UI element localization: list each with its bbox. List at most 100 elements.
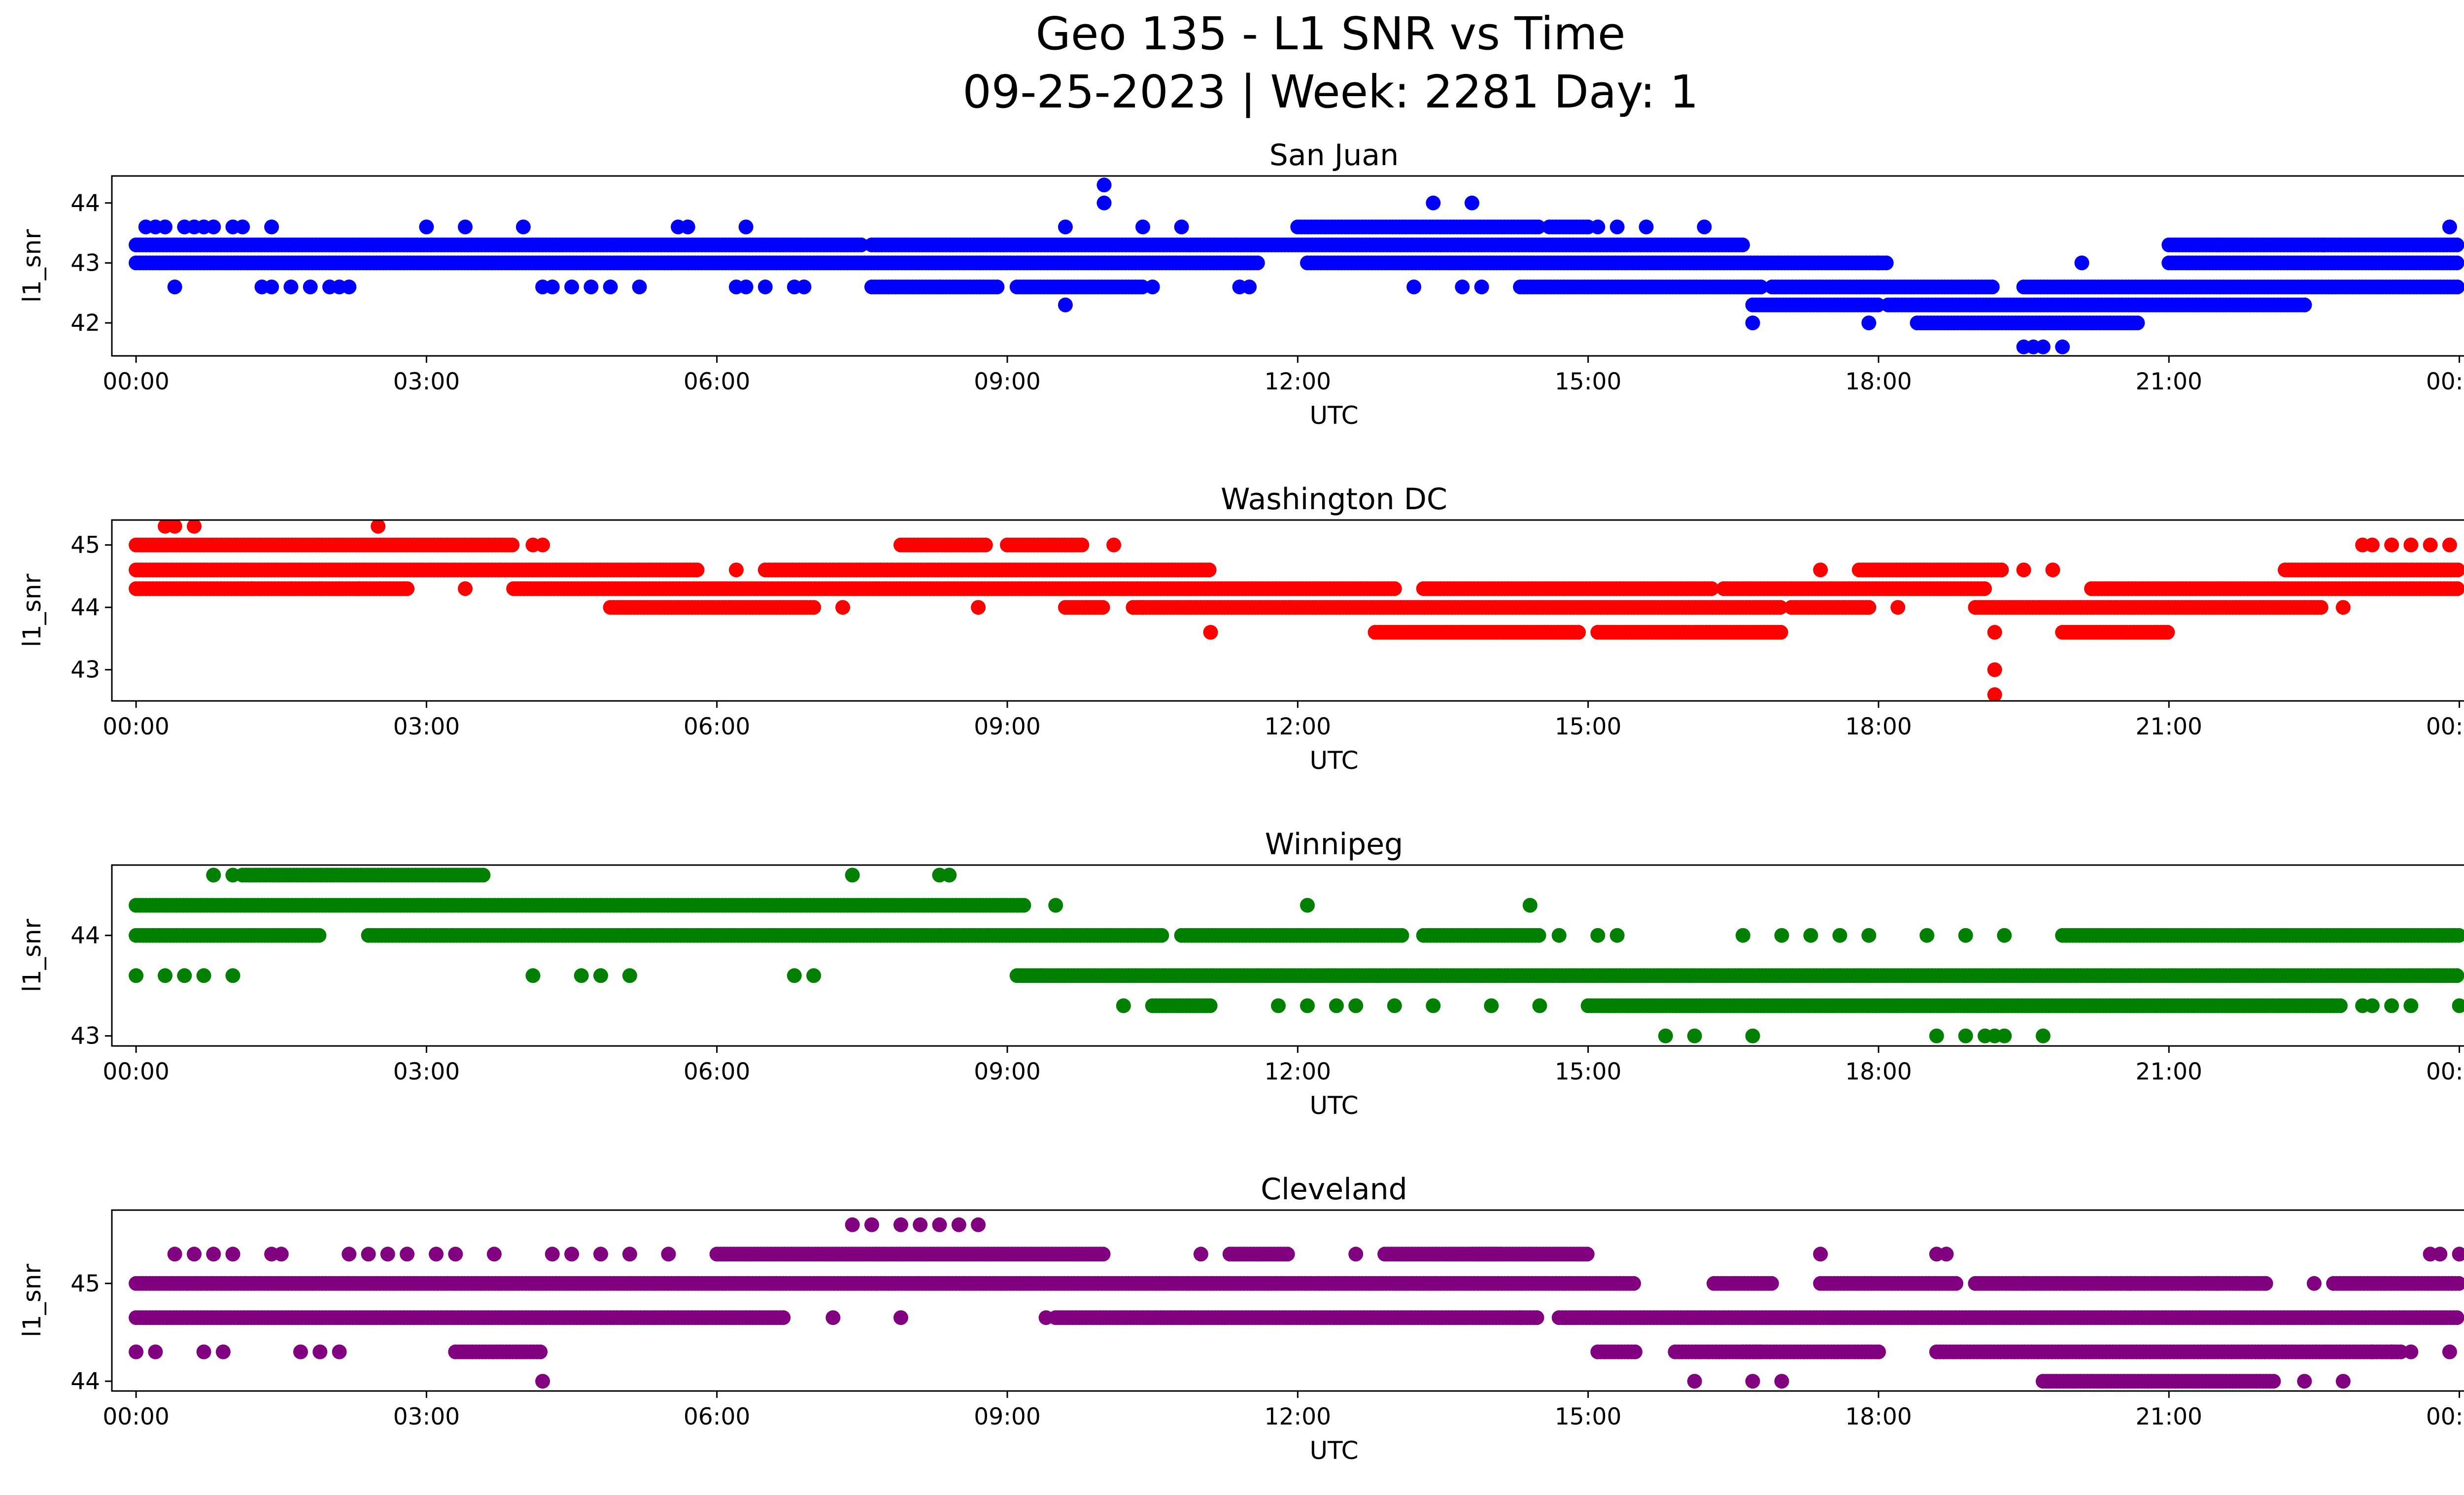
data-point [1058,297,1073,313]
data-point [583,279,599,295]
x-tick-label: 18:00 [1845,713,1912,740]
data-point [2130,315,2145,331]
data-point [1697,219,1712,235]
data-point [2449,237,2464,252]
y-tick-label: 45 [70,532,100,559]
x-tick-label: 09:00 [974,368,1040,395]
data-point [283,581,299,596]
data-point [2423,537,2438,553]
data-point [1203,625,1218,640]
data-point [2297,297,2312,313]
x-axis-label: UTC [1309,401,1358,430]
data-point [2316,237,2331,252]
data-point [1135,279,1150,295]
data-point [978,537,993,553]
data-point [351,581,366,596]
scatter-points [129,177,2464,354]
x-axis-label: UTC [1309,746,1358,775]
data-point [1135,600,1150,615]
data-point [632,279,647,295]
x-tick-label: 21:00 [2136,368,2202,395]
data-point [505,537,520,553]
data-point [1074,537,1090,553]
data-point [1871,255,1886,271]
y-axis-label: l1_snr [18,229,46,303]
data-point [1745,315,1760,331]
y-tick-label: 43 [70,657,100,684]
x-tick-label: 15:00 [1555,713,1621,740]
data-point [1773,625,1788,640]
x-tick-label: 18:00 [1845,368,1912,395]
data-point [167,520,182,534]
data-point [1202,998,1218,1013]
data-point [1861,315,1877,331]
data-point [1987,687,2002,701]
data-point [1095,600,1110,615]
data-point [311,928,327,943]
data-point [2074,255,2089,271]
data-point [515,219,531,235]
x-tick-label: 00:00 [103,368,169,395]
data-point [332,581,347,596]
data-point [1135,219,1150,235]
data-point [283,279,299,295]
data-point [757,279,773,295]
data-point [2450,279,2464,295]
data-point [971,600,986,615]
data-point [303,279,318,295]
data-point [187,520,202,534]
data-point [1985,279,2000,295]
data-point [1096,195,1112,210]
data-point [1474,279,1489,295]
data-point [458,581,473,596]
data-point [2403,537,2419,553]
data-point [603,279,618,295]
data-point [312,581,328,596]
y-tick-label: 44 [70,190,100,217]
data-point [1531,219,1546,235]
y-tick-label: 44 [70,594,100,621]
data-point [1609,219,1625,235]
data-point [2449,968,2464,983]
data-point [1861,600,1877,615]
data-point [2335,600,2351,615]
x-tick-label: 00:00 [2426,713,2464,740]
data-point [738,219,753,235]
x-tick-label: 12:00 [1265,368,1331,395]
data-point [1704,581,1719,596]
data-point [1242,279,1257,295]
data-point [1016,898,1031,913]
data-point [1735,237,1750,252]
data-point [2016,562,2031,578]
data-point [1145,279,1160,295]
data-point [1426,195,1441,210]
figure-title-line1: Geo 135 - L1 SNR vs Time [1036,7,1626,60]
axes-frame [111,519,2464,702]
data-point [1571,625,1586,640]
data-point [835,600,851,615]
data-point [729,562,744,578]
data-point [2035,339,2051,354]
y-tick-label: 43 [70,249,100,277]
data-point [1096,177,1112,193]
data-point [1773,600,1788,615]
data-point [342,279,357,295]
data-point [1639,219,1654,235]
data-point [854,237,869,252]
data-point [2442,219,2457,235]
data-point [206,219,221,235]
data-point [932,279,947,295]
data-point [1394,928,1409,943]
data-point [1154,928,1169,943]
y-tick-label: 42 [70,310,100,337]
panel-title: Winnipeg [1265,827,1403,862]
data-point [2384,537,2399,553]
data-point [2045,562,2060,578]
data-point [564,279,580,295]
x-tick-label: 03:00 [393,713,460,740]
data-point [1455,279,1470,295]
x-tick-label: 15:00 [1555,368,1621,395]
data-point [158,219,172,235]
